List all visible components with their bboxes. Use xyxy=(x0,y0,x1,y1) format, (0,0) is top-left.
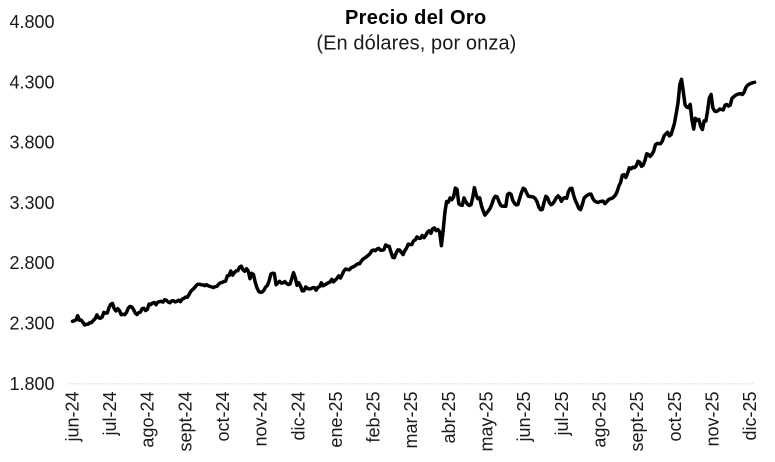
svg-text:ago-24: ago-24 xyxy=(138,392,158,448)
svg-text:sept-24: sept-24 xyxy=(175,392,195,452)
svg-text:jul-25: jul-25 xyxy=(552,392,572,437)
svg-text:feb-25: feb-25 xyxy=(364,392,384,443)
svg-text:3.800: 3.800 xyxy=(9,133,54,153)
svg-text:1.800: 1.800 xyxy=(9,374,54,394)
svg-text:4.800: 4.800 xyxy=(9,12,54,32)
svg-text:Precio del Oro: Precio del Oro xyxy=(345,7,487,29)
svg-text:ago-25: ago-25 xyxy=(590,392,610,448)
svg-text:jun-25: jun-25 xyxy=(514,392,534,443)
svg-text:mar-25: mar-25 xyxy=(401,392,421,449)
svg-text:sept-25: sept-25 xyxy=(627,392,647,452)
svg-text:(En dólares, por onza): (En dólares, por onza) xyxy=(316,33,516,55)
svg-text:jul-24: jul-24 xyxy=(100,392,120,437)
svg-text:jun-24: jun-24 xyxy=(62,392,82,443)
svg-text:4.300: 4.300 xyxy=(9,72,54,92)
svg-text:abr-25: abr-25 xyxy=(439,392,459,444)
svg-text:2.800: 2.800 xyxy=(9,253,54,273)
svg-text:oct-25: oct-25 xyxy=(665,392,685,442)
svg-text:oct-24: oct-24 xyxy=(213,392,233,442)
svg-text:dic-25: dic-25 xyxy=(740,392,760,441)
svg-text:nov-25: nov-25 xyxy=(703,392,723,447)
svg-text:dic-24: dic-24 xyxy=(288,392,308,441)
svg-text:2.300: 2.300 xyxy=(9,314,54,334)
svg-text:nov-24: nov-24 xyxy=(251,392,271,447)
svg-text:3.300: 3.300 xyxy=(9,193,54,213)
svg-text:ene-25: ene-25 xyxy=(326,392,346,448)
svg-text:may-25: may-25 xyxy=(477,391,497,451)
